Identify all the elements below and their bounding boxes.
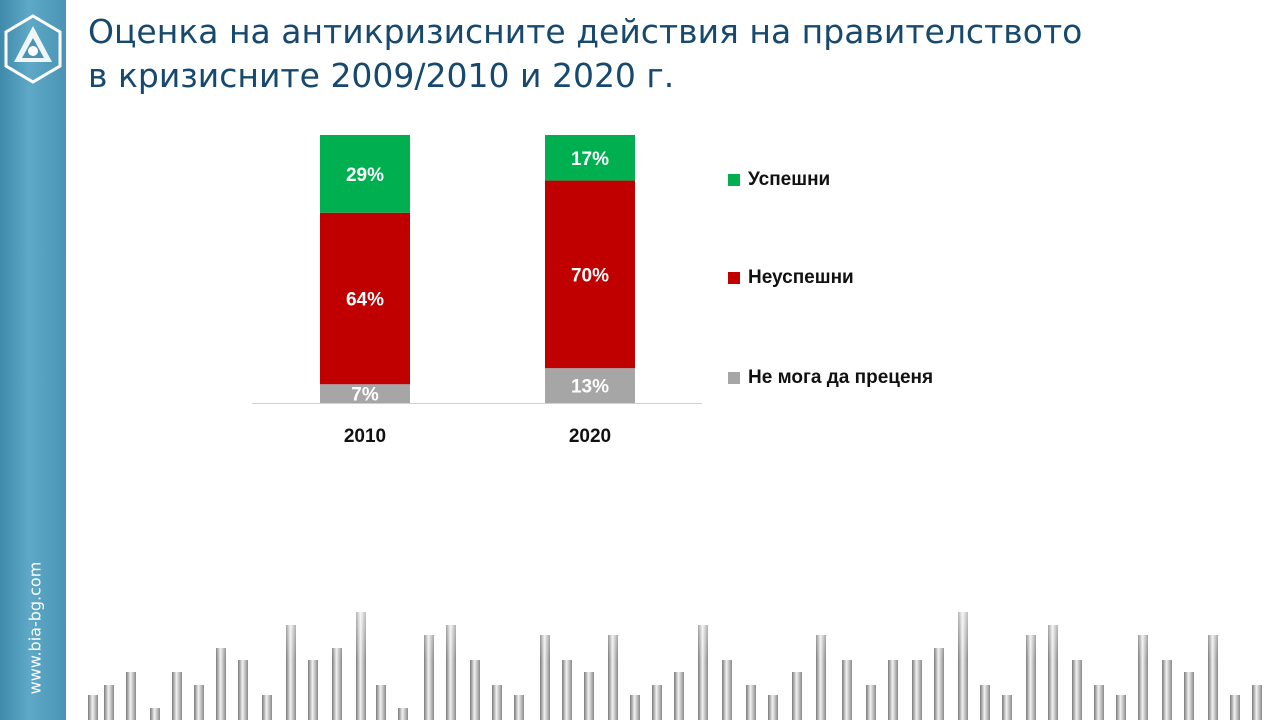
decorative-bar [88,695,98,720]
bar-segment [320,135,410,213]
legend-label: Не мога да преценя [748,367,934,388]
website-url: www.bia-bg.com [25,561,45,695]
legend-item: Не мога да преценя [728,367,934,388]
decorative-bar [126,672,136,720]
bar-segment [320,384,410,403]
decorative-bar [934,648,944,720]
x-tick-label: 2010 [344,426,386,447]
decorative-bar [492,685,502,720]
decorative-bar [262,695,272,720]
decorative-bar [308,660,318,720]
decorative-bar [792,672,802,720]
decorative-bar [172,672,182,720]
decorative-bar [446,625,456,720]
sidebar-band: www.bia-bg.com [0,0,66,720]
decorative-bar [608,635,618,720]
decorative-bar [286,625,296,720]
decorative-bar [194,685,204,720]
decorative-bar [398,708,408,720]
decorative-bar [216,648,226,720]
decorative-bar [722,660,732,720]
decorative-bar [1002,695,1012,720]
bar-segment [320,212,410,385]
decorative-bar [562,660,572,720]
data-label: 70% [571,265,609,286]
decorative-bar [150,708,160,720]
legend-swatch [728,372,740,384]
data-label: 7% [351,385,379,406]
bar-segment [545,180,635,369]
legend-swatch [728,272,740,284]
decorative-bar [514,695,524,720]
data-label: 13% [571,377,609,398]
decorative-bar [584,672,594,720]
decorative-bar [866,685,876,720]
decorative-bar [698,625,708,720]
legend-label: Неуспешни [748,267,854,288]
decorative-bar [912,660,922,720]
company-logo-icon [4,14,62,84]
decorative-bar [816,635,826,720]
decorative-fade [66,600,1266,660]
decorative-bar [1048,625,1058,720]
decorative-bar [1116,695,1126,720]
decorative-bar [1252,685,1262,720]
decorative-bar [746,685,756,720]
bar-segment [545,368,635,403]
decorative-bar [376,685,386,720]
decorative-bar [470,660,480,720]
bar-segment [545,135,635,181]
decorative-bar [1230,695,1240,720]
decorative-bar [674,672,684,720]
decorative-bar [1162,660,1172,720]
x-tick-label: 2020 [569,426,611,447]
decorative-bars-pattern [66,600,1266,720]
decorative-bar [238,660,248,720]
legend-item: Неуспешни [728,267,854,288]
decorative-bar [630,695,640,720]
decorative-bar [958,612,968,720]
legend-label: Успешни [748,169,831,190]
decorative-bar [1138,635,1148,720]
decorative-bar [424,635,434,720]
decorative-bar [842,660,852,720]
decorative-bar [540,635,550,720]
decorative-bar [652,685,662,720]
decorative-bar [356,612,366,720]
legend-item: Успешни [728,169,831,190]
decorative-bar [104,685,114,720]
decorative-bar [1026,635,1036,720]
data-label: 17% [571,149,609,170]
stacked-bar-chart: 7% 64% 29% 2010 13% 70% 17% 2020 [252,135,702,447]
decorative-bar [1094,685,1104,720]
data-label: 29% [346,165,384,186]
decorative-bar [1208,635,1218,720]
title-line-2: в кризисните 2009/2010 и 2020 г. [88,56,675,95]
decorative-bar [888,660,898,720]
page-title: Оценка на антикризисните действия на пра… [88,10,1168,98]
decorative-bar [1072,660,1082,720]
decorative-bar [332,648,342,720]
decorative-bar [980,685,990,720]
title-line-1: Оценка на антикризисните действия на пра… [88,12,1083,51]
decorative-bar [768,695,778,720]
decorative-bar [1184,672,1194,720]
legend-swatch [728,174,740,186]
data-label: 64% [346,289,384,310]
